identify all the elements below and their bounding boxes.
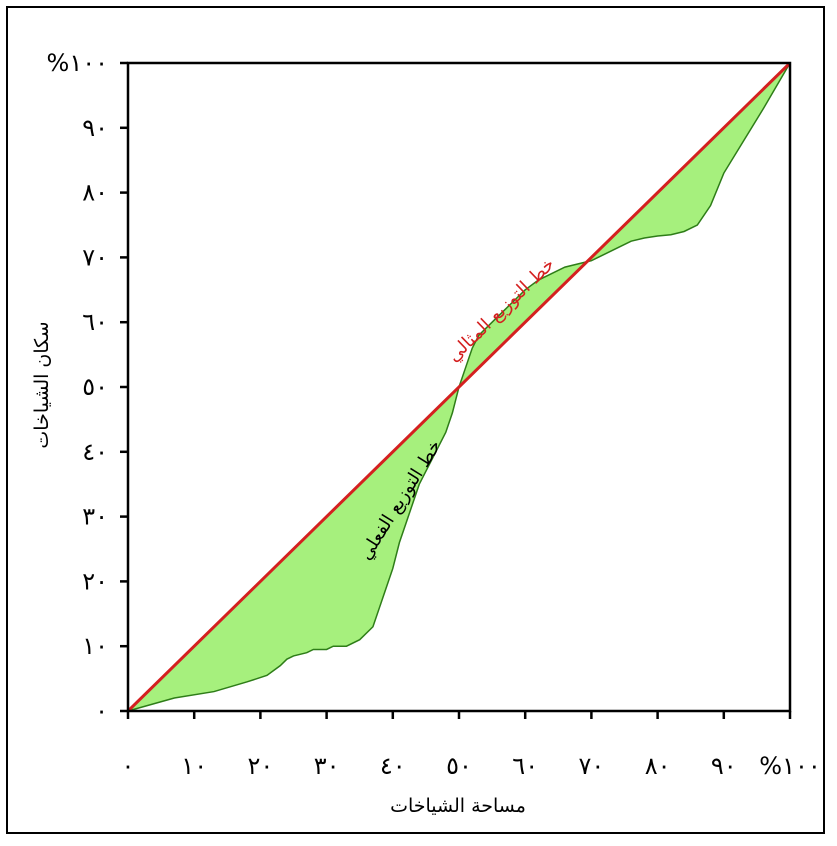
series-line-ideal [126,61,792,713]
y-tick-label: ٦٠ [82,308,108,336]
x-tick-label: ٢٠ [248,752,274,780]
y-tick-label: ٥٠ [82,373,108,401]
x-tick-label: ١٠ [181,752,207,780]
x-tick-label: ٠ [122,752,135,780]
x-tick-label: ٧٠ [579,752,605,780]
figure-frame [6,6,825,834]
y-tick-label: ٨٠ [82,179,108,207]
x-tick-label: ٥٠ [446,752,472,780]
x-tick-label: ٩٠ [711,752,737,780]
y-tick-label: ٢٠ [82,567,108,595]
series-lines-layer [126,61,792,713]
y-tick-label: ٧٠ [82,243,108,271]
x-tick-label: ٤٠ [380,752,406,780]
y-tick-label: %١٠٠ [47,49,108,77]
y-tick-label: ٣٠ [82,503,108,531]
y-tick-label: ٤٠ [82,438,108,466]
x-tick-label: ٣٠ [314,752,340,780]
x-tick-label: ٦٠ [512,752,538,780]
y-tick-label: ٩٠ [82,114,108,142]
y-tick-label: ١٠ [82,632,108,660]
y-tick-label: ٠ [95,697,108,725]
x-tick-label: ٨٠ [645,752,671,780]
ticks-layer: ٠ ١٠ ٢٠ ٣٠ ٤٠ ٥٠ ٦٠ ٧٠ ٨٠ ٩٠ %١٠٠ ٠ ١٠ ٢٠ ٣٠ ٤٠ ٥٠ ٦٠ ٧٠ ٨٠… [47,49,821,780]
ideal-line-label: خط التوزيع المثالي [443,254,559,367]
y-axis-label: سكان الشياخات [31,321,53,448]
x-tick-label: %١٠٠ [759,752,820,780]
x-axis-label: مساحة الشياخات [390,795,526,817]
